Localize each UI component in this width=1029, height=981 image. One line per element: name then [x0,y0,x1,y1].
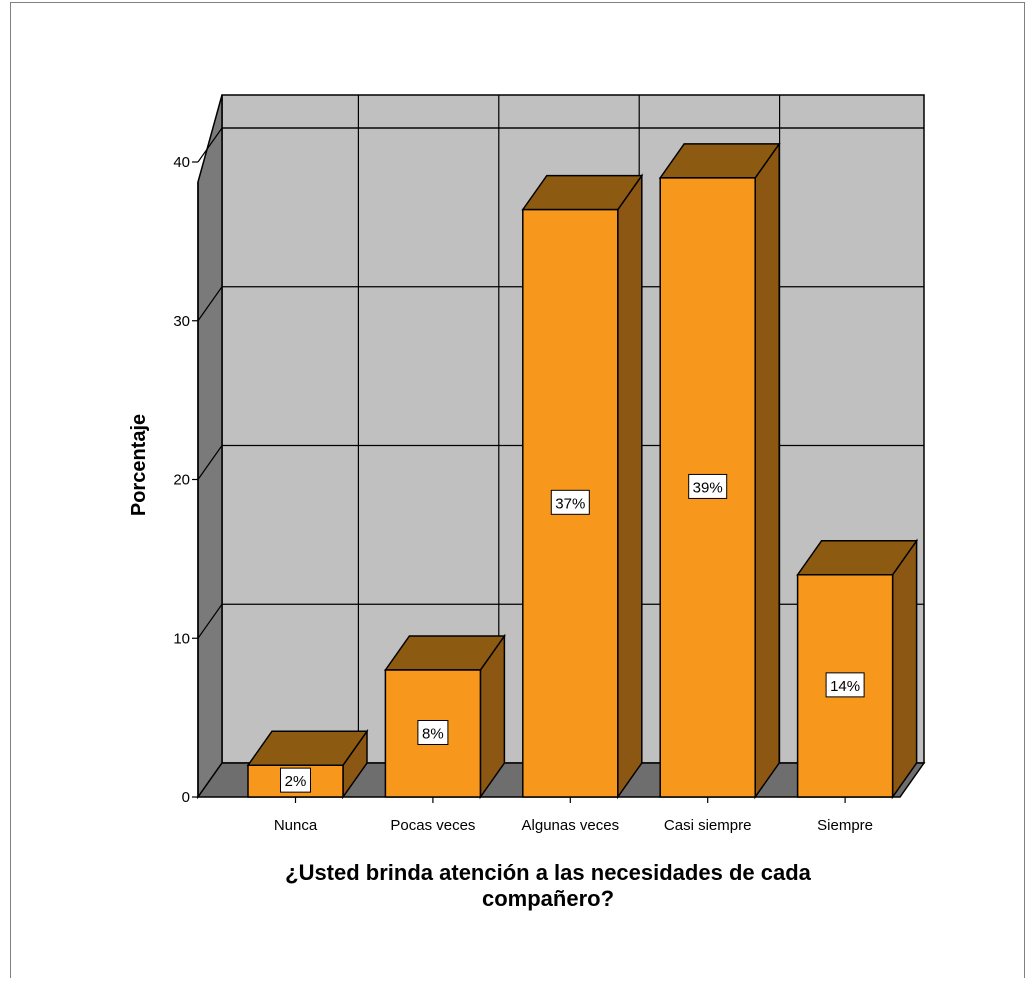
bar-front [796,574,894,798]
x-tick-label: Algunas veces [522,817,620,834]
y-axis: 0 10 20 30 40 [173,154,199,806]
gridline-wall [197,445,223,480]
y-tick-label: 40 [173,154,190,171]
gridline-wall [197,127,223,163]
data-label-box [417,720,449,745]
bar-side [617,173,643,800]
gridline-wall [197,286,223,322]
bars: 2% 8% 37% 39% 14% [246,141,919,800]
data-label: 39% [693,479,723,496]
bar-side [754,141,780,800]
x-tick-label: Nunca [274,817,318,834]
data-label-box [550,489,590,515]
x-tick-label: Pocas veces [390,817,475,834]
x-axis: Nunca Pocas veces Algunas veces Casi siempr… [274,797,873,834]
x-tick-label: Casi siempre [664,817,752,834]
y-tick-label: 10 [173,630,190,647]
x-axis-title-line-2: compañero? [482,886,614,911]
data-label-box [688,473,728,499]
y-tick-label: 30 [173,313,190,330]
bar-siempre: 14% [796,538,919,800]
data-label-box [280,767,311,793]
data-label: 2% [285,773,307,790]
y-axis-title: Porcentaje [128,414,150,516]
data-label: 37% [555,495,585,512]
y-tick-label: 20 [173,472,190,489]
data-label: 8% [422,726,444,743]
data-label-box [825,672,865,698]
bar-algunas-veces: 37% [521,173,644,800]
gridline-wall [197,603,223,639]
bar-casi-siempre: 39% [658,141,781,800]
x-tick-label: Siempre [817,817,873,834]
chart-frame [10,2,1025,978]
bar-pocas-veces: 8% [383,633,506,800]
data-label: 14% [830,678,860,695]
bar-nunca: 2% [246,728,369,800]
left-wall [197,94,223,800]
x-axis-title-line-1: ¿Usted brinda atención a las necesidades… [285,860,812,885]
y-tick-label: 0 [182,789,190,806]
bar-side [891,538,918,800]
